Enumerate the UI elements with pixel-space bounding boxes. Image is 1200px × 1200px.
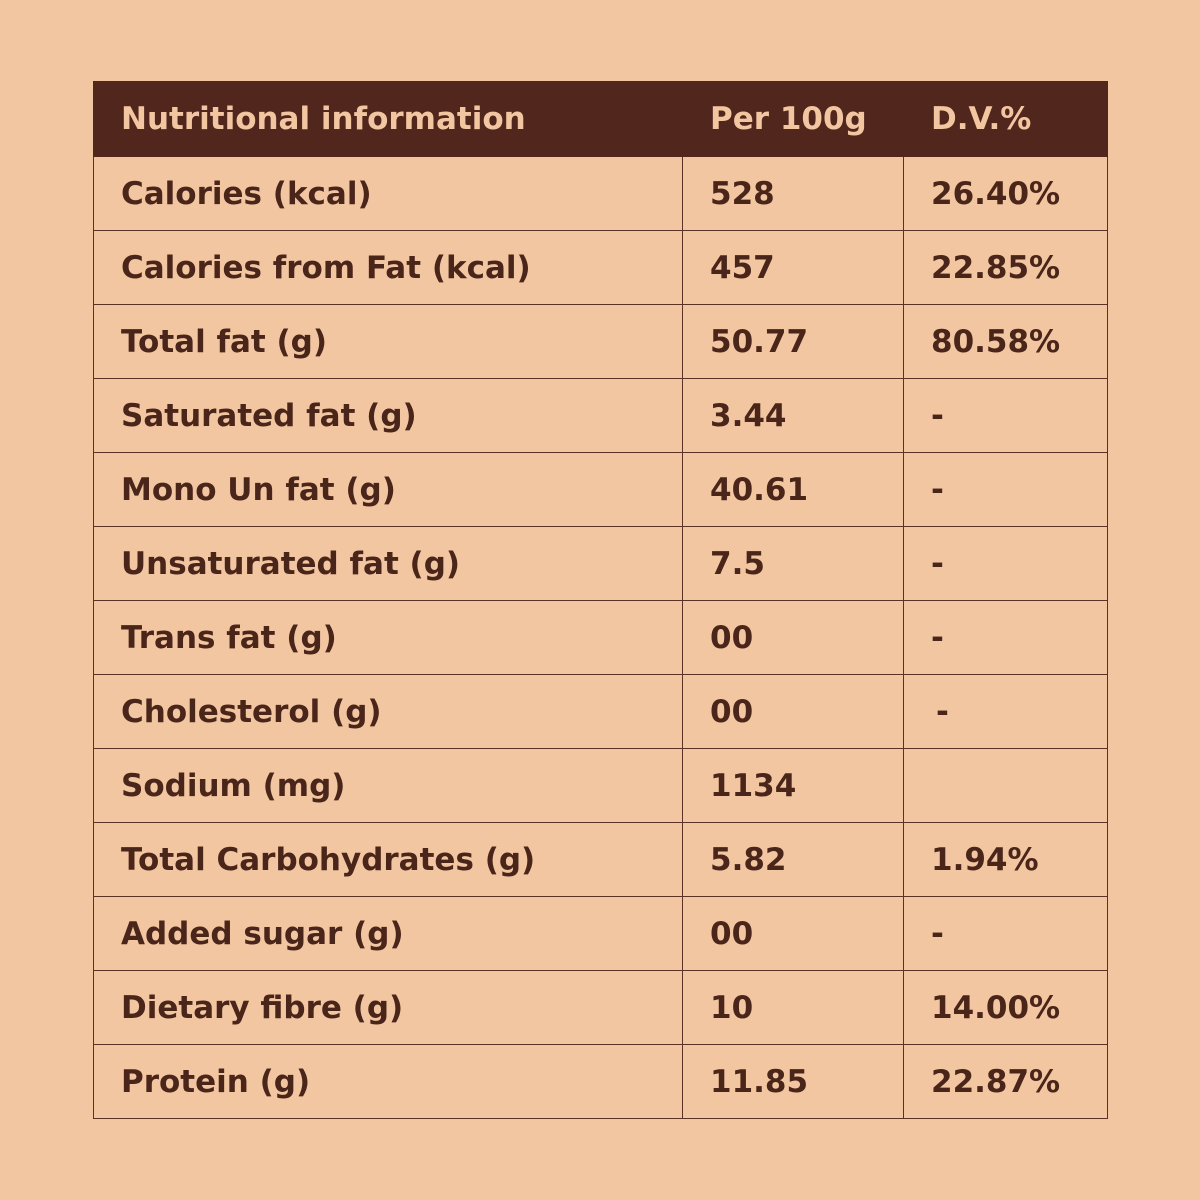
nutrition-table-container: Nutritional information Per 100g D.V.% C…	[93, 81, 1108, 1119]
row-per-100g: 40.61	[682, 452, 904, 527]
row-dv: -	[903, 526, 1108, 601]
table-row: Protein (g) 11.85 22.87%	[93, 1044, 1108, 1119]
table-row: Sodium (mg) 1134	[93, 748, 1108, 823]
row-label: Protein (g)	[93, 1044, 683, 1119]
row-per-100g: 5.82	[682, 822, 904, 897]
table-row: Cholesterol (g) 00 -	[93, 674, 1108, 749]
row-dv: 80.58%	[903, 304, 1108, 379]
table-row: Total Carbohydrates (g) 5.82 1.94%	[93, 822, 1108, 897]
row-label: Saturated fat (g)	[93, 378, 683, 453]
row-label: Unsaturated fat (g)	[93, 526, 683, 601]
row-per-100g: 00	[682, 896, 904, 971]
row-dv: 14.00%	[903, 970, 1108, 1045]
header-per-100g: Per 100g	[682, 81, 904, 157]
table-row: Calories from Fat (kcal) 457 22.85%	[93, 230, 1108, 305]
row-dv: -	[903, 600, 1108, 675]
row-per-100g: 10	[682, 970, 904, 1045]
row-label: Mono Un fat (g)	[93, 452, 683, 527]
row-per-100g: 11.85	[682, 1044, 904, 1119]
table-row: Added sugar (g) 00 -	[93, 896, 1108, 971]
row-per-100g: 00	[682, 674, 904, 749]
nutrition-table: Nutritional information Per 100g D.V.% C…	[93, 81, 1108, 1119]
table-row: Calories (kcal) 528 26.40%	[93, 156, 1108, 231]
row-per-100g: 00	[682, 600, 904, 675]
row-dv	[903, 748, 1108, 823]
row-dv: 1.94%	[903, 822, 1108, 897]
row-per-100g: 50.77	[682, 304, 904, 379]
table-row: Mono Un fat (g) 40.61 -	[93, 452, 1108, 527]
row-per-100g: 3.44	[682, 378, 904, 453]
table-row: Trans fat (g) 00 -	[93, 600, 1108, 675]
row-dv: -	[903, 896, 1108, 971]
header-nutritional-information: Nutritional information	[93, 81, 683, 157]
header-dv-percent: D.V.%	[903, 81, 1108, 157]
row-label: Dietary fibre (g)	[93, 970, 683, 1045]
table-header-row: Nutritional information Per 100g D.V.%	[93, 81, 1108, 157]
row-per-100g: 528	[682, 156, 904, 231]
row-per-100g: 1134	[682, 748, 904, 823]
row-dv: -	[903, 674, 1108, 749]
row-dv: -	[903, 452, 1108, 527]
table-row: Saturated fat (g) 3.44 -	[93, 378, 1108, 453]
row-label: Total Carbohydrates (g)	[93, 822, 683, 897]
row-label: Cholesterol (g)	[93, 674, 683, 749]
row-label: Added sugar (g)	[93, 896, 683, 971]
row-per-100g: 7.5	[682, 526, 904, 601]
row-label: Calories from Fat (kcal)	[93, 230, 683, 305]
row-label: Calories (kcal)	[93, 156, 683, 231]
row-dv: 26.40%	[903, 156, 1108, 231]
row-dv: 22.87%	[903, 1044, 1108, 1119]
row-label: Trans fat (g)	[93, 600, 683, 675]
row-label: Total fat (g)	[93, 304, 683, 379]
row-per-100g: 457	[682, 230, 904, 305]
row-dv: -	[903, 378, 1108, 453]
table-row: Dietary fibre (g) 10 14.00%	[93, 970, 1108, 1045]
table-row: Total fat (g) 50.77 80.58%	[93, 304, 1108, 379]
table-row: Unsaturated fat (g) 7.5 -	[93, 526, 1108, 601]
row-label: Sodium (mg)	[93, 748, 683, 823]
row-dv: 22.85%	[903, 230, 1108, 305]
